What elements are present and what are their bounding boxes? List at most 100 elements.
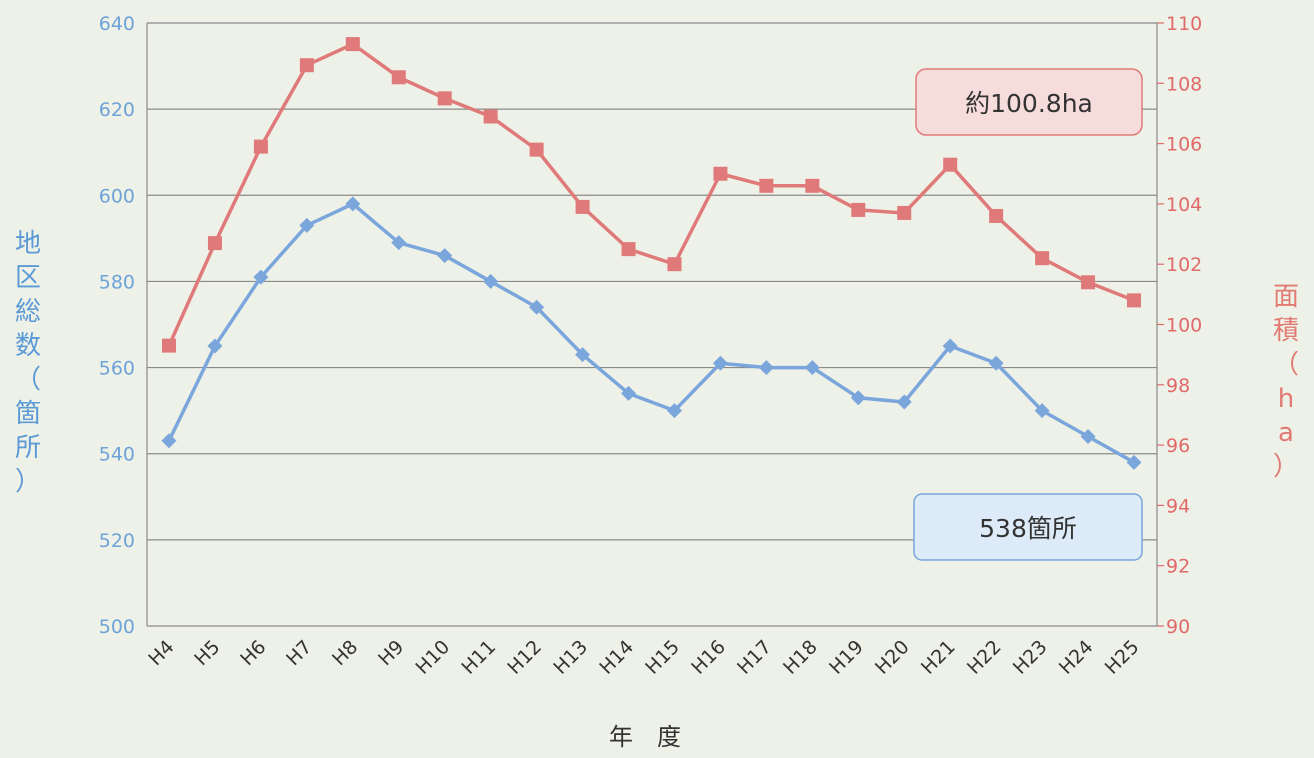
count-point (575, 347, 591, 363)
area-point (805, 178, 820, 193)
callout-count: 538箇所 (913, 493, 1143, 561)
area-point (575, 199, 590, 214)
right-tick-label: 102 (1166, 254, 1202, 276)
count-point (1080, 428, 1096, 444)
count-point (804, 360, 820, 376)
count-point (1126, 454, 1142, 470)
callout-area-box (915, 68, 1143, 136)
count-point (345, 196, 361, 212)
area-point (897, 205, 912, 220)
count-point (850, 390, 866, 406)
area-point (1081, 275, 1096, 290)
area-point (1035, 251, 1050, 266)
x-tick-label: H6 (236, 636, 270, 670)
x-tick-label: H12 (503, 636, 546, 679)
count-point (207, 338, 223, 354)
count-point (988, 355, 1004, 371)
series-layer (161, 37, 1142, 470)
left-tick-label: 540 (99, 444, 135, 466)
series-line-left (167, 202, 1135, 464)
left-tick-label: 640 (99, 13, 135, 35)
left-tick-label: 620 (99, 99, 135, 121)
area-point (667, 257, 682, 272)
x-tick-label: H7 (282, 636, 316, 670)
x-tick-label: H18 (779, 636, 822, 679)
right-axis-ticks: 90 92 94 96 98 100 102 104 106 108 110 (1157, 13, 1202, 638)
count-point (253, 269, 269, 285)
area-point (391, 70, 406, 85)
count-point (529, 299, 545, 315)
callout-count-text: 538箇所 (979, 514, 1077, 543)
x-tick-label: H24 (1055, 636, 1098, 679)
count-point (758, 360, 774, 376)
right-tick-label: 108 (1166, 73, 1202, 95)
x-tick-label: H11 (457, 636, 500, 679)
area-point (483, 109, 498, 124)
left-tick-label: 580 (99, 271, 135, 293)
count-point (1034, 403, 1050, 419)
callout-area-text: 約100.8ha (965, 89, 1093, 118)
right-axis-title: 面積（ h a） (1273, 282, 1299, 482)
count-point (483, 273, 499, 289)
left-tick-label: 560 (99, 358, 135, 380)
area-point (851, 202, 866, 217)
right-tick-label: 94 (1166, 495, 1190, 517)
x-tick-label: H19 (825, 636, 868, 679)
x-axis-ticks: H4 H5 H6 H7 H8 H9 H10 H11 H12 H13 H14 H15 H16 H17 H18 H… (144, 636, 1143, 679)
x-tick-label: H4 (144, 636, 178, 670)
x-tick-label: H13 (549, 636, 592, 679)
x-tick-label: H9 (374, 636, 408, 670)
right-tick-label: 110 (1166, 13, 1202, 35)
area-point (1127, 293, 1141, 308)
count-point (896, 394, 912, 410)
grid-lines (146, 22, 1158, 627)
count-point (299, 217, 315, 233)
left-tick-label: 600 (99, 185, 135, 207)
x-tick-label: H16 (687, 636, 730, 679)
area-point (345, 37, 360, 52)
area-point (162, 338, 176, 353)
right-tick-label: 100 (1166, 315, 1202, 337)
x-axis-title: 年 度 (609, 723, 681, 751)
x-tick-label: H20 (871, 636, 914, 679)
count-point (437, 248, 453, 264)
right-tick-label: 92 (1166, 556, 1190, 578)
area-point (207, 236, 222, 251)
x-tick-label: H17 (733, 636, 776, 679)
x-tick-label: H22 (963, 636, 1006, 679)
area-point (989, 208, 1004, 223)
right-tick-label: 106 (1166, 134, 1202, 156)
right-tick-label: 96 (1166, 435, 1190, 457)
callout-count-box (913, 493, 1143, 561)
area-point (253, 139, 268, 154)
area-point (759, 178, 774, 193)
callout-area: 約100.8ha (915, 68, 1143, 136)
left-tick-label: 520 (99, 530, 135, 552)
left-axis-title: 地区総数（箇所） (15, 229, 41, 497)
x-tick-label: H25 (1101, 636, 1144, 679)
x-tick-label: H14 (595, 636, 638, 679)
area-point (437, 91, 452, 106)
count-point (391, 235, 407, 251)
left-axis-ticks: 500 520 540 560 580 600 620 640 (99, 13, 135, 638)
count-point (942, 338, 958, 354)
area-point (943, 157, 958, 172)
area-point (529, 142, 544, 157)
x-tick-label: H5 (190, 636, 224, 670)
left-tick-label: 500 (99, 616, 135, 638)
count-point (621, 385, 637, 401)
count-point (161, 433, 177, 449)
right-tick-label: 98 (1166, 375, 1190, 397)
right-tick-label: 90 (1166, 616, 1190, 638)
series-line-right (167, 42, 1135, 347)
count-point (712, 355, 728, 371)
x-tick-label: H10 (411, 636, 454, 679)
area-point (621, 242, 636, 257)
x-tick-label: H15 (641, 636, 684, 679)
x-tick-label: H8 (328, 636, 362, 670)
count-point (666, 403, 682, 419)
area-point (299, 58, 314, 73)
right-tick-label: 104 (1166, 194, 1202, 216)
x-tick-label: H21 (917, 636, 960, 679)
